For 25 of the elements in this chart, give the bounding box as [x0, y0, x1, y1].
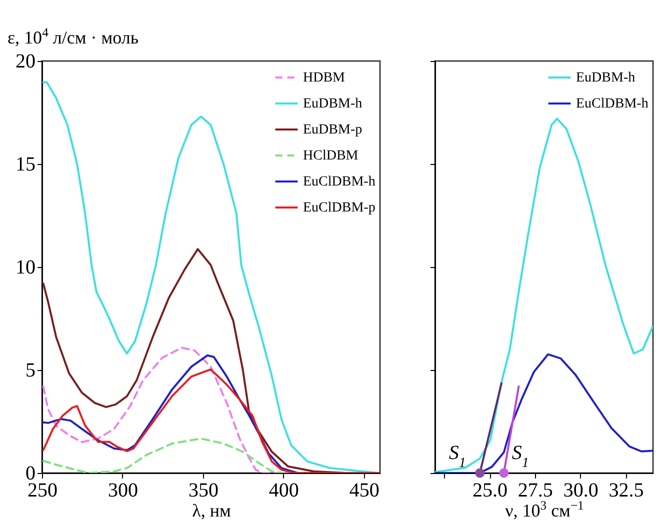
legend-label: EuDBM-h: [303, 96, 362, 112]
annotation: S$_{1}$: [512, 442, 529, 470]
x-tick-label: 30.0: [563, 480, 598, 502]
legend-label: EuClDBM-p: [303, 200, 376, 216]
x-axis-title: λ, нм: [192, 500, 231, 520]
x-tick-label: 350: [188, 480, 218, 502]
x-tick-label: 300: [108, 480, 138, 502]
x-tick-label: 450: [349, 480, 380, 502]
y-tick-label: 10: [16, 256, 36, 278]
legend-label: EuDBM-h: [576, 70, 636, 86]
x-tick-label: 25.0: [472, 480, 508, 502]
legend-label: EuDBM-p: [303, 122, 362, 138]
x-tick-label: 27.5: [518, 480, 553, 502]
y-axis-title: ε, 10$^{4}$ л/см · моль: [8, 26, 139, 48]
x-tick-label: 400: [268, 480, 299, 502]
legend-label: HClDBM: [303, 148, 359, 164]
legend-label: HDBM: [303, 70, 346, 86]
y-tick-label: 5: [26, 360, 36, 382]
y-tick-label: 20: [16, 50, 36, 72]
annotation: S$_{1}$: [448, 442, 466, 470]
legend-label: EuClDBM-h: [576, 96, 648, 112]
x-axis-title: ν, 10$^{3}$ см$^{−1}$: [505, 498, 584, 520]
legend-label: EuClDBM-h: [303, 174, 376, 190]
x-tick-label: 32.5: [608, 480, 644, 502]
y-tick-label: 15: [16, 154, 36, 176]
